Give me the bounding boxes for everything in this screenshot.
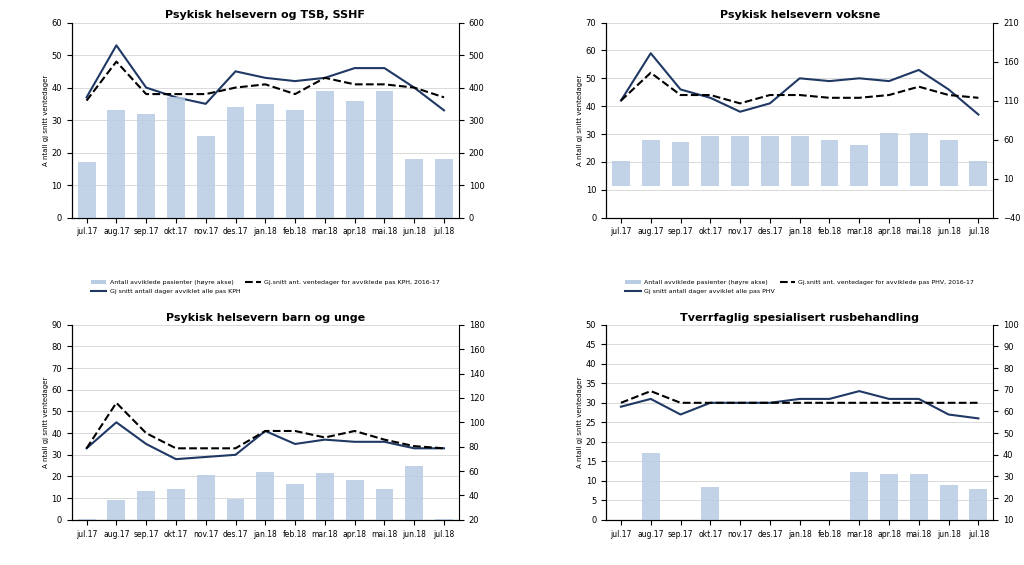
Bar	[880, 133, 898, 186]
Bar	[910, 133, 928, 186]
Bar	[167, 97, 185, 218]
Bar	[761, 136, 779, 186]
Bar	[435, 519, 453, 544]
Bar	[850, 145, 868, 186]
Y-axis label: A ntall gj snitt ventedager: A ntall gj snitt ventedager	[43, 75, 48, 166]
Bar	[78, 519, 95, 544]
Bar	[316, 91, 334, 218]
Legend: Antall avviklede pasienter (høyre akse), Gj snitt antall dager avviklet alle pas: Antall avviklede pasienter (høyre akse),…	[88, 277, 442, 297]
Bar	[286, 110, 304, 218]
Bar	[376, 489, 393, 544]
Bar	[642, 453, 659, 541]
Title: Tverrfaglig spesialisert rusbehandling: Tverrfaglig spesialisert rusbehandling	[680, 312, 920, 323]
Title: Psykisk helsevern og TSB, SSHF: Psykisk helsevern og TSB, SSHF	[165, 10, 366, 20]
Bar	[850, 472, 868, 541]
Bar	[226, 107, 245, 218]
Bar	[137, 114, 155, 218]
Bar	[197, 475, 215, 544]
Bar	[226, 499, 245, 544]
Bar	[137, 490, 155, 544]
Bar	[642, 140, 659, 186]
Bar	[316, 473, 334, 544]
Bar	[701, 487, 719, 541]
Bar	[880, 474, 898, 541]
Bar	[820, 140, 839, 186]
Y-axis label: A ntall gj snitt ventedager: A ntall gj snitt ventedager	[577, 377, 583, 468]
Bar	[108, 500, 125, 544]
Bar	[612, 162, 630, 186]
Title: Psykisk helsevern voksne: Psykisk helsevern voksne	[720, 10, 880, 20]
Bar	[701, 137, 719, 186]
Bar	[286, 484, 304, 544]
Bar	[108, 110, 125, 218]
Legend: Antall avviklede pasienter (høyre akse), Gj snitt antall dager avviklet alle pas: Antall avviklede pasienter (høyre akse),…	[623, 277, 977, 297]
Bar	[197, 136, 215, 218]
Bar	[791, 136, 809, 186]
Y-axis label: A ntall gj snitt ventedager: A ntall gj snitt ventedager	[43, 377, 48, 468]
Bar	[970, 489, 987, 541]
Bar	[256, 104, 274, 218]
Bar	[406, 466, 423, 544]
Bar	[672, 142, 689, 186]
Bar	[376, 91, 393, 218]
Bar	[435, 159, 453, 218]
Bar	[167, 489, 185, 544]
Bar	[731, 136, 749, 186]
Bar	[910, 474, 928, 541]
Bar	[940, 140, 957, 186]
Bar	[346, 480, 364, 544]
Bar	[406, 159, 423, 218]
Bar	[256, 472, 274, 544]
Bar	[940, 485, 957, 541]
Bar	[346, 101, 364, 218]
Y-axis label: A ntall gj snitt ventedager: A ntall gj snitt ventedager	[577, 75, 583, 166]
Bar	[78, 162, 95, 218]
Bar	[970, 160, 987, 186]
Title: Psykisk helsevern barn og unge: Psykisk helsevern barn og unge	[166, 312, 365, 323]
